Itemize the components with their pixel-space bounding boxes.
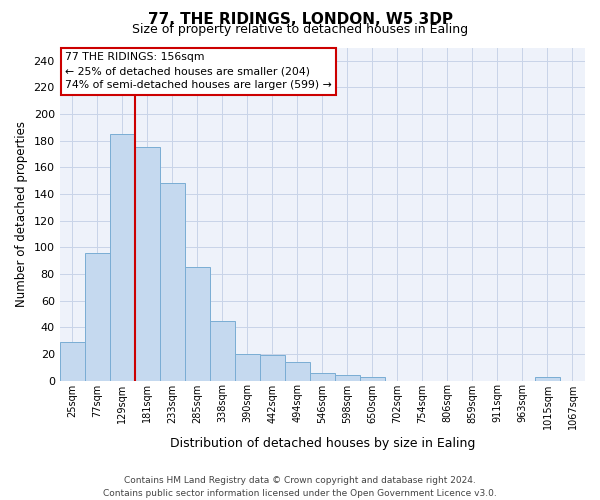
Y-axis label: Number of detached properties: Number of detached properties [15, 121, 28, 307]
Bar [59, 342, 85, 380]
Bar [310, 372, 335, 380]
Bar [185, 268, 210, 380]
Bar [360, 376, 385, 380]
Bar [85, 252, 110, 380]
Bar [260, 355, 285, 380]
Text: Contains HM Land Registry data © Crown copyright and database right 2024.
Contai: Contains HM Land Registry data © Crown c… [103, 476, 497, 498]
Bar [335, 375, 360, 380]
Bar [535, 376, 560, 380]
Text: 77, THE RIDINGS, LONDON, W5 3DP: 77, THE RIDINGS, LONDON, W5 3DP [148, 12, 452, 28]
X-axis label: Distribution of detached houses by size in Ealing: Distribution of detached houses by size … [170, 437, 475, 450]
Bar [210, 320, 235, 380]
Bar [285, 362, 310, 380]
Bar [235, 354, 260, 380]
Bar [110, 134, 135, 380]
Bar [135, 148, 160, 380]
Text: 77 THE RIDINGS: 156sqm
← 25% of detached houses are smaller (204)
74% of semi-de: 77 THE RIDINGS: 156sqm ← 25% of detached… [65, 52, 332, 90]
Bar [160, 184, 185, 380]
Text: Size of property relative to detached houses in Ealing: Size of property relative to detached ho… [132, 22, 468, 36]
